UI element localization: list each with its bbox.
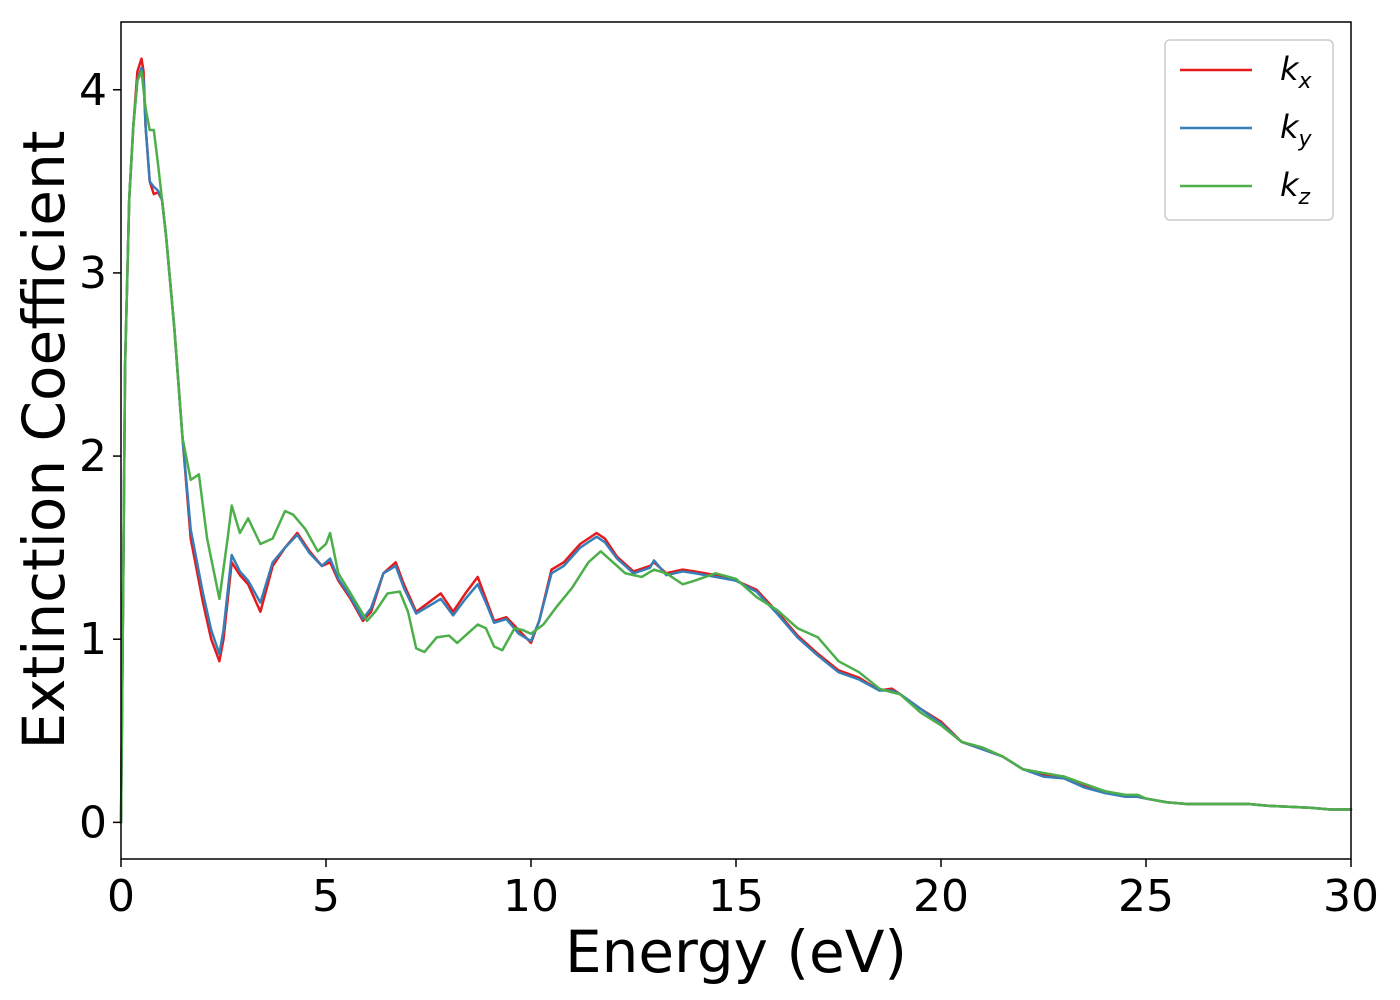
y-axis-label: Extinction Coefficient <box>10 131 78 750</box>
y-tick-label: 1 <box>79 614 107 665</box>
y-tick-label: 4 <box>79 65 107 116</box>
series-line-kz <box>119 70 1353 824</box>
x-tick-label: 30 <box>1323 871 1379 922</box>
x-tick-label: 15 <box>708 871 764 922</box>
legend-frame <box>1164 39 1334 221</box>
x-axis-ticks: 0 5 10 15 20 25 30 <box>107 859 1379 922</box>
legend-label-ky: ky <box>1280 108 1313 152</box>
x-axis-label: Energy (eV) <box>565 918 907 986</box>
series-layer <box>119 57 1353 824</box>
x-tick-label: 25 <box>1118 871 1174 922</box>
x-tick-label: 10 <box>503 871 559 922</box>
x-tick-label: 0 <box>107 871 135 922</box>
y-tick-label: 2 <box>79 431 107 482</box>
legend-label-kz: kz <box>1280 166 1311 210</box>
legend-label-kx: kx <box>1280 50 1313 94</box>
y-axis-ticks: 0 1 2 3 4 <box>79 65 121 848</box>
y-tick-label: 0 <box>79 797 107 848</box>
x-tick-label: 5 <box>312 871 340 922</box>
y-tick-label: 3 <box>79 248 107 299</box>
x-tick-label: 20 <box>913 871 969 922</box>
legend: kx ky kz <box>1164 39 1334 221</box>
